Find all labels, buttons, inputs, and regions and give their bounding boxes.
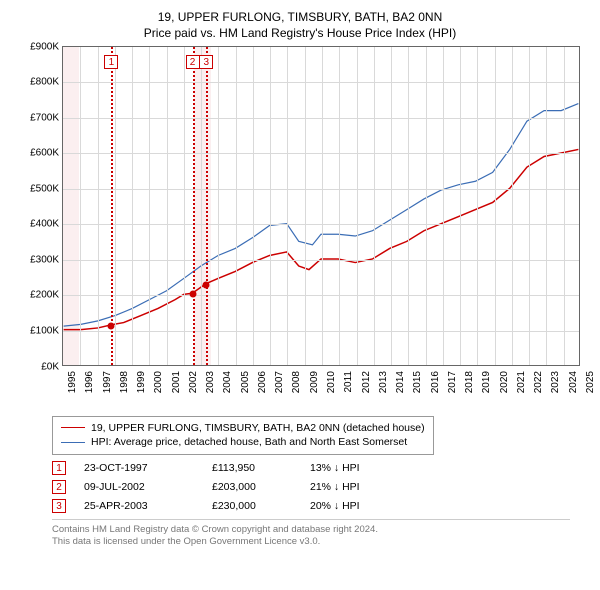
sale-row-3: 3 25-APR-2003 £230,000 20% ↓ HPI	[52, 499, 570, 513]
x-axis-label: 2002	[188, 371, 199, 393]
line-series-svg	[63, 47, 579, 365]
sale-price-3: £230,000	[212, 500, 292, 512]
y-axis-label: £700K	[30, 112, 59, 123]
x-axis-label: 2018	[464, 371, 475, 393]
x-axis-label: 1996	[84, 371, 95, 393]
sale-diff-2: 21% ↓ HPI	[310, 481, 400, 493]
y-axis-label: £600K	[30, 148, 59, 159]
legend-label-property: 19, UPPER FURLONG, TIMSBURY, BATH, BA2 0…	[91, 421, 425, 436]
x-axis-label: 2016	[430, 371, 441, 393]
y-axis-label: £900K	[30, 41, 59, 52]
sale-marker-box-2: 2	[186, 55, 200, 69]
x-axis-label: 2017	[447, 371, 458, 393]
chart-area: £0K £100K £200K £300K £400K £500K £600K £700K £8…	[20, 46, 580, 406]
legend-box: 19, UPPER FURLONG, TIMSBURY, BATH, BA2 0…	[52, 416, 434, 455]
sale-vline-3	[206, 47, 208, 365]
series-hpi	[64, 103, 579, 326]
legend-label-hpi: HPI: Average price, detached house, Bath…	[91, 435, 407, 450]
x-axis-label: 1995	[67, 371, 78, 393]
sale-table: 1 23-OCT-1997 £113,950 13% ↓ HPI 2 09-JU…	[52, 461, 570, 513]
legend-row-hpi: HPI: Average price, detached house, Bath…	[61, 435, 425, 450]
y-axis-label: £800K	[30, 77, 59, 88]
x-axis-label: 1997	[102, 371, 113, 393]
sale-vline-1	[111, 47, 113, 365]
sale-marker-1: 1	[52, 461, 66, 475]
x-axis-label: 2022	[533, 371, 544, 393]
x-axis-label: 2005	[240, 371, 251, 393]
x-axis-label: 2019	[481, 371, 492, 393]
sale-diff-1: 13% ↓ HPI	[310, 462, 400, 474]
sale-dot-2	[189, 291, 196, 298]
sale-price-2: £203,000	[212, 481, 292, 493]
x-axis-label: 2003	[205, 371, 216, 393]
chart-container: 19, UPPER FURLONG, TIMSBURY, BATH, BA2 0…	[0, 0, 600, 555]
x-axis-label: 2004	[222, 371, 233, 393]
x-axis-label: 2006	[257, 371, 268, 393]
x-axis-label: 1998	[119, 371, 130, 393]
sale-dot-3	[203, 281, 210, 288]
plot-region: £0K£100K£200K£300K£400K£500K£600K£700K£8…	[62, 46, 580, 366]
sale-marker-box-1: 1	[104, 55, 118, 69]
attribution-box: Contains HM Land Registry data © Crown c…	[52, 519, 570, 549]
attribution-line2: This data is licensed under the Open Gov…	[52, 536, 570, 548]
x-axis-label: 2011	[343, 371, 354, 393]
x-axis-label: 2014	[395, 371, 406, 393]
x-axis-label: 2000	[153, 371, 164, 393]
x-axis-label: 2010	[326, 371, 337, 393]
x-axis-label: 2008	[291, 371, 302, 393]
sale-date-1: 23-OCT-1997	[84, 462, 194, 474]
sale-marker-box-3: 3	[199, 55, 213, 69]
sale-vline-2	[193, 47, 195, 365]
y-axis-label: £400K	[30, 219, 59, 230]
chart-title-line1: 19, UPPER FURLONG, TIMSBURY, BATH, BA2 0…	[10, 10, 590, 26]
series-property	[64, 149, 579, 329]
x-axis-label: 2012	[361, 371, 372, 393]
sale-marker-2: 2	[52, 480, 66, 494]
sale-marker-3: 3	[52, 499, 66, 513]
sale-date-2: 09-JUL-2002	[84, 481, 194, 493]
x-axis-label: 2021	[516, 371, 527, 393]
sale-row-2: 2 09-JUL-2002 £203,000 21% ↓ HPI	[52, 480, 570, 494]
x-axis-label: 2025	[585, 371, 596, 393]
legend-row-property: 19, UPPER FURLONG, TIMSBURY, BATH, BA2 0…	[61, 421, 425, 436]
x-axis-label: 2023	[550, 371, 561, 393]
y-axis-label: £300K	[30, 254, 59, 265]
x-axis-label: 2007	[274, 371, 285, 393]
chart-title-line2: Price paid vs. HM Land Registry's House …	[10, 26, 590, 40]
y-axis-label: £500K	[30, 183, 59, 194]
x-axis-label: 2001	[171, 371, 182, 393]
legend-swatch-property	[61, 427, 85, 428]
attribution-line1: Contains HM Land Registry data © Crown c…	[52, 524, 570, 536]
x-axis-label: 2013	[378, 371, 389, 393]
x-axis-label: 2020	[499, 371, 510, 393]
sale-price-1: £113,950	[212, 462, 292, 474]
sale-dot-1	[108, 323, 115, 330]
sale-diff-3: 20% ↓ HPI	[310, 500, 400, 512]
sale-date-3: 25-APR-2003	[84, 500, 194, 512]
legend-swatch-hpi	[61, 442, 85, 443]
x-axis-label: 2024	[568, 371, 579, 393]
x-axis-label: 1999	[136, 371, 147, 393]
y-axis-label: £200K	[30, 290, 59, 301]
sale-row-1: 1 23-OCT-1997 £113,950 13% ↓ HPI	[52, 461, 570, 475]
x-axis-label: 2009	[309, 371, 320, 393]
x-axis-label: 2015	[412, 371, 423, 393]
y-axis-label: £100K	[30, 326, 59, 337]
y-axis-label: £0K	[41, 361, 59, 372]
